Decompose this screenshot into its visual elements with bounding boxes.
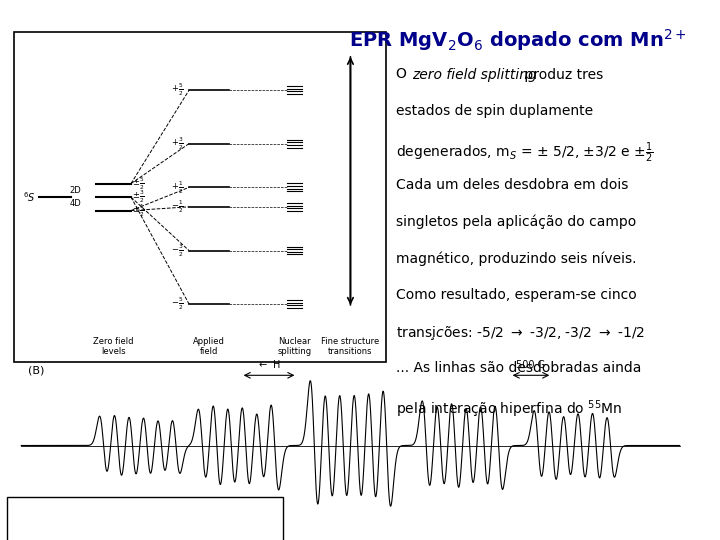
Text: $-\frac{5}{2}$: $-\frac{5}{2}$ [171,296,184,312]
Text: O: O [397,68,412,82]
Text: 2D: 2D [70,186,81,195]
Text: Fine structure
transitions: Fine structure transitions [321,337,379,356]
Bar [14,32,386,362]
Text: Zero field
levels: Zero field levels [93,337,133,356]
Text: ... As linhas são desdobradas ainda: ... As linhas são desdobradas ainda [397,361,642,375]
Text: 4D: 4D [70,199,81,208]
Text: (B): (B) [28,365,45,375]
Text: $-\frac{1}{2}$: $-\frac{1}{2}$ [171,199,184,215]
Text: zero field splitting: zero field splitting [412,68,537,82]
Text: transi$\c{c}$ões: -5/2 $\rightarrow$ -3/2, -3/2 $\rightarrow$ -1/2: transi$\c{c}$ões: -5/2 $\rightarrow$ -3/… [397,325,645,342]
Text: Como resultado, esperam-se cinco: Como resultado, esperam-se cinco [397,288,637,302]
Text: $+\frac{3}{2}$: $+\frac{3}{2}$ [171,136,184,152]
Text: $+\frac{1}{2}$: $+\frac{1}{2}$ [171,179,184,195]
Text: $\pm\frac{3}{2}$: $\pm\frac{3}{2}$ [132,189,145,205]
Text: Cada um deles desdobra em dois: Cada um deles desdobra em dois [397,178,629,192]
Text: pela interação hiperfina do $^{55}$Mn: pela interação hiperfina do $^{55}$Mn [397,398,623,420]
Text: degenerados, m$_S$ = $\pm$ 5/2, $\pm$3/2 e $\pm\frac{1}{2}$: degenerados, m$_S$ = $\pm$ 5/2, $\pm$3/2… [397,141,654,165]
Text: $\pm\frac{1}{2}$: $\pm\frac{1}{2}$ [132,202,145,219]
Text: $^6S$: $^6S$ [23,190,35,204]
Text: $-\frac{3}{2}$: $-\frac{3}{2}$ [171,242,184,259]
Text: Applied
field: Applied field [193,337,225,356]
Text: estados de spin duplamente: estados de spin duplamente [397,104,593,118]
Text: Physical Methods for Chemists: Physical Methods for Chemists [60,513,251,526]
Text: Nuclear
splitting: Nuclear splitting [277,337,312,356]
Text: Drago,: Drago, [21,513,68,526]
Text: 500 G: 500 G [516,360,546,370]
Text: $\leftarrow$ H: $\leftarrow$ H [257,358,281,370]
Text: $+\frac{5}{2}$: $+\frac{5}{2}$ [171,82,184,98]
FancyBboxPatch shape [7,497,283,540]
Text: $\pm\frac{5}{2}$: $\pm\frac{5}{2}$ [132,176,145,192]
Text: produz tres: produz tres [521,68,603,82]
Text: magnético, produzindo seis níveis.: magnético, produzindo seis níveis. [397,251,637,266]
Text: singletos pela aplicáção do campo: singletos pela aplicáção do campo [397,214,636,229]
Text: EPR MgV$_2$O$_6$ dopado com Mn$^{2+}$: EPR MgV$_2$O$_6$ dopado com Mn$^{2+}$ [349,27,687,53]
